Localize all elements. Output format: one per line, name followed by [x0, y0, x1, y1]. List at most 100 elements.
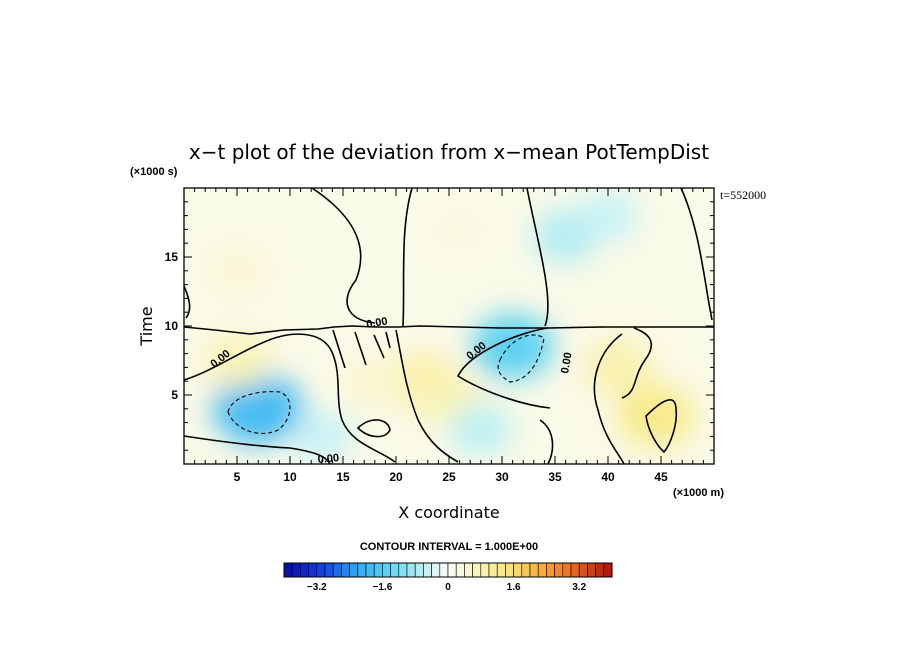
colorbar-cell [488, 562, 498, 578]
contour-interval: CONTOUR INTERVAL = 1.000E+00 [360, 541, 538, 553]
contour-label: 0.00 [365, 315, 388, 331]
colorbar-cell [472, 562, 482, 578]
colorbar-cell [431, 562, 441, 578]
colorbar-cell [546, 562, 555, 578]
contour-lines-dashed [227, 326, 616, 434]
colorbar-cell [324, 562, 334, 578]
colorbar-cell [414, 562, 424, 578]
colorbar-cell [357, 562, 367, 578]
x-tick-label: 20 [389, 470, 403, 484]
colorbar-cell [390, 562, 400, 578]
colorbar-cell [349, 562, 359, 578]
colorbar-cell [480, 562, 490, 578]
contour-line [539, 419, 554, 464]
x-tick-label: 30 [495, 470, 509, 484]
contour-line [184, 333, 396, 463]
anomaly-patch [343, 355, 406, 407]
contour-line [184, 285, 191, 319]
colorbar-cell [308, 562, 318, 578]
colorbar-cell [447, 562, 457, 578]
colorbar-cell [341, 562, 350, 578]
colorbar-cell [603, 562, 613, 578]
colorbar-tick-label: 0 [445, 582, 451, 593]
colorbar-cell [373, 562, 383, 578]
colorbar-cell [291, 562, 301, 578]
plot-area: 0.00 0.00 0.00 0.00 0.00 [184, 188, 714, 466]
colorbar-cell [398, 562, 408, 578]
colorbar-cell [587, 562, 596, 578]
colorbar-cell [439, 562, 449, 578]
contour-line [311, 188, 376, 324]
y-axis-label: Time [137, 306, 156, 346]
y-tick-label: 5 [171, 388, 178, 402]
negative-contour [227, 391, 291, 434]
axis-tick-labels: 5 10 15 20 25 30 35 40 45 5 10 15 [165, 250, 668, 484]
colorbar-cell [283, 562, 293, 578]
y-unit-label: (×1000 s) [130, 166, 178, 178]
contour-line [385, 331, 391, 349]
contour-line [456, 327, 551, 409]
colorbar-cell [382, 562, 391, 578]
colorbar-cell [562, 562, 572, 578]
colorbar-tick-label: −3.2 [307, 582, 327, 593]
colorbar-cell [332, 562, 342, 578]
y-tick-label: 10 [165, 319, 179, 333]
anomaly-patch [206, 245, 268, 296]
colorbar-cell [300, 562, 309, 578]
y-tick-label: 15 [165, 250, 179, 264]
colorbar-frame [283, 562, 613, 578]
contour-label: 0.00 [317, 452, 339, 466]
anomaly-patch [577, 190, 639, 242]
contour-line [184, 435, 331, 464]
colorbar-cell [423, 562, 432, 578]
colorbar-cell [505, 562, 514, 578]
colorbar-cell [496, 562, 506, 578]
colorbar-cell [537, 562, 547, 578]
colorbar-cell [570, 562, 580, 578]
contour-line [356, 419, 391, 438]
x-tick-label: 45 [654, 470, 668, 484]
colorbar-tick-label: 1.6 [507, 582, 521, 593]
contour-line [680, 188, 713, 321]
x-tick-label: 10 [283, 470, 297, 484]
anomaly-patch [430, 205, 489, 254]
anomaly-patch [290, 410, 353, 462]
contour-line [645, 399, 678, 454]
anomaly-patch [583, 339, 654, 396]
x-tick-label: 40 [601, 470, 615, 484]
negative-contour [549, 326, 616, 329]
time-stamp: t=552000 [720, 188, 766, 202]
x-axis-label: X coordinate [398, 503, 499, 522]
contour-line [621, 327, 652, 399]
x-tick-label: 25 [442, 470, 456, 484]
axis-ticks [183, 187, 715, 465]
chart-title: x−t plot of the deviation from x−mean Po… [189, 140, 709, 164]
contour-line [395, 329, 459, 463]
colorbar-labels: −3.2 −1.6 0 1.6 3.2 [307, 582, 587, 593]
contour-line [526, 188, 549, 327]
x-unit-label: (×1000 m) [673, 487, 724, 499]
colorbar-cell [578, 562, 588, 578]
colorbar-cell [554, 562, 564, 578]
colorbar-cell [529, 562, 539, 578]
contour-line [332, 329, 346, 369]
contour-label: 0.00 [559, 351, 575, 374]
anomaly-patch [448, 403, 513, 456]
colorbar-cell [521, 562, 531, 578]
colorbar-cell [455, 562, 465, 578]
colorbar-tick-label: 3.2 [572, 582, 586, 593]
colorbar-cell [513, 562, 523, 578]
x-tick-label: 35 [548, 470, 562, 484]
contour-line [354, 331, 367, 366]
colorbar-cell [316, 562, 326, 578]
colorbar-cell [406, 562, 416, 578]
anomaly-patch [616, 384, 695, 447]
contour-line [402, 188, 413, 327]
negative-contour [497, 334, 545, 383]
contour-line [593, 333, 625, 464]
colorbar-cell [464, 562, 473, 578]
colorbar-cell [365, 562, 375, 578]
x-tick-label: 5 [234, 470, 241, 484]
anomaly-patch [213, 373, 304, 445]
